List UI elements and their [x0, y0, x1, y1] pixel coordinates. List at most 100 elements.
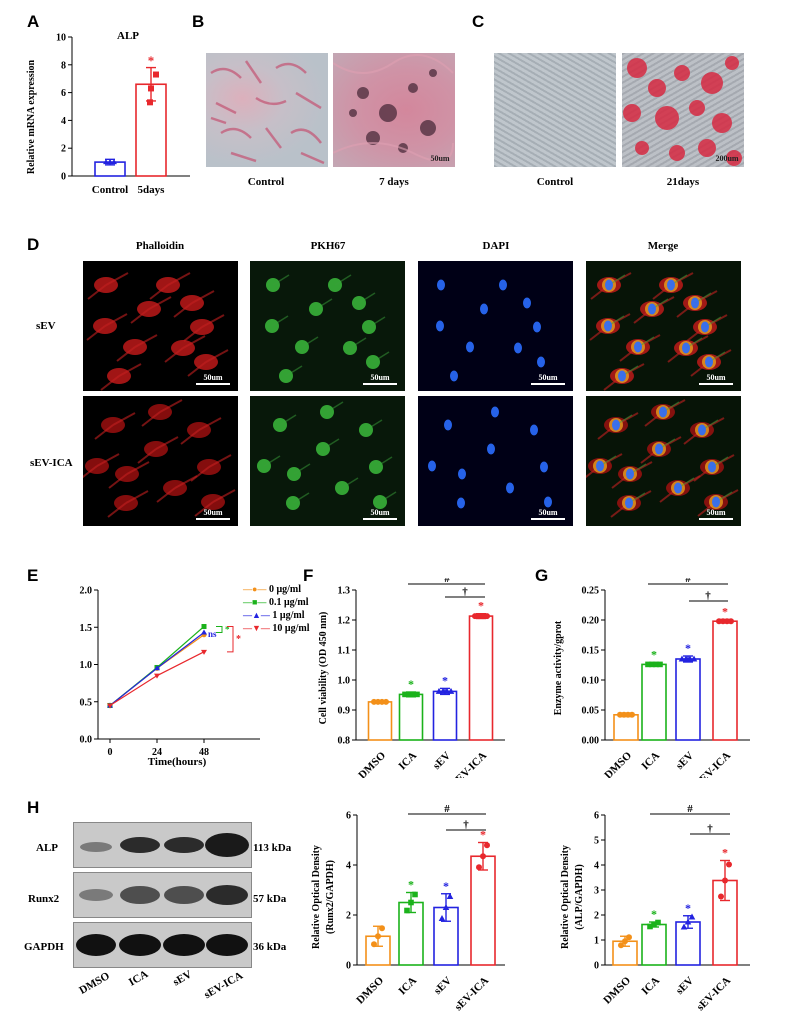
phalloidin-sev-image: 50um [83, 261, 238, 391]
y-tick-label: 0.25 [582, 586, 600, 597]
x-tick-label: ICA [396, 975, 419, 998]
data-point [649, 661, 655, 668]
x-tick-label: DMSO [601, 974, 633, 1006]
data-point [107, 159, 113, 165]
scale-bar: 50um [363, 508, 397, 520]
panel-e-xlabel: Time(hours) [148, 756, 207, 768]
sig-star: * [443, 879, 449, 893]
y-tick-label: 0.9 [338, 706, 351, 717]
x-tick-label: DMSO [356, 749, 388, 778]
merge-sev-image: 50um [586, 261, 741, 391]
panel-label-a: A [27, 12, 40, 31]
row-label-sev-ica: sEV-ICA [30, 457, 73, 469]
bar [432, 690, 458, 741]
panel-h-alp-chart: Relative Optical Density (ALP/GAPDH) 0 1 2… [560, 803, 750, 1012]
y-tick-label: 1.0 [338, 676, 351, 687]
y-tick-label: 0.00 [582, 736, 600, 747]
panel-label-h: H [27, 798, 40, 817]
data-point [154, 673, 160, 679]
col-header-pkh67: PKH67 [310, 240, 346, 252]
panel-b-caption-7days: 7 days [379, 176, 409, 188]
x-tick-label: ICA [639, 975, 662, 998]
y-tick-label: 0.05 [582, 706, 600, 717]
data-point [645, 661, 651, 668]
y-tick-label: 1.5 [80, 623, 93, 634]
sig-hash: # [444, 578, 450, 585]
y-tick-label: 4 [61, 116, 66, 127]
sig-hash: # [685, 578, 691, 585]
panel-e-chart: 0.0 0.5 1.0 1.5 2.0 0 24 48 Time(hours) * ns * [80, 586, 260, 768]
data-point [690, 655, 698, 662]
data-point [626, 934, 632, 941]
data-point [657, 661, 663, 668]
data-point [684, 918, 692, 925]
data-point [447, 687, 455, 694]
bar [641, 923, 667, 966]
data-point [148, 85, 154, 92]
scale-bar: 50um [699, 373, 733, 385]
data-point [371, 941, 377, 948]
alizarin-stain-control-image [494, 53, 616, 167]
col-header-dapi: DAPI [482, 240, 510, 252]
runx2-ylabel-2: (Runx2/GAPDH) [325, 860, 336, 934]
y-tick-label: 0.15 [582, 646, 600, 657]
sig-star: * [408, 677, 414, 691]
bar [398, 901, 424, 966]
sig-dagger: † [707, 823, 713, 835]
data-point [201, 629, 207, 635]
sig-star: * [651, 907, 657, 921]
scale-bar: 50um [196, 508, 230, 520]
data-point [147, 99, 153, 106]
sig-star: * [685, 641, 691, 655]
scale-bar: 50um [531, 373, 565, 385]
sig-star: * [478, 599, 484, 613]
x-tick-label: ICA [396, 750, 419, 773]
blot-label-gapdh: GAPDH [24, 941, 64, 953]
blot-label-runx2: Runx2 [28, 893, 60, 905]
y-tick-label: 6 [61, 88, 66, 99]
sig-hash: # [444, 803, 450, 815]
y-tick-label: 2.0 [80, 586, 93, 597]
x-tick-label: DMSO [354, 974, 386, 1006]
y-tick-label: 6 [594, 811, 599, 822]
data-point [404, 907, 410, 914]
data-point [410, 691, 416, 698]
x-tick-label: sEV-ICA [453, 975, 492, 1012]
data-point [688, 913, 696, 920]
data-point [412, 891, 418, 898]
data-point [446, 893, 454, 899]
data-point [375, 933, 381, 940]
panel-a-sig-star: * [148, 53, 155, 68]
panel-label-b: B [192, 12, 205, 31]
blot-lane-labels: DMSO ICA sEV sEV-ICA [77, 968, 245, 1001]
blot-alp [73, 822, 252, 868]
blot-label-alp: ALP [36, 842, 58, 854]
scale-bar: 50um [363, 373, 397, 385]
data-point [476, 864, 482, 871]
data-point [484, 613, 490, 620]
panel-a-xtick: Control [92, 184, 128, 196]
svg-text:DMSO: DMSO [77, 970, 112, 997]
runx2-ylabel-1: Relative Optical Density [311, 845, 322, 949]
data-point [201, 649, 207, 655]
sig-star: * [480, 828, 486, 842]
data-point [647, 923, 653, 930]
panel-a-title: ALP [117, 30, 139, 42]
y-tick-label: 8 [61, 60, 66, 71]
panel-a-ylabel: Relative mRNA expression [26, 59, 37, 174]
y-tick-label: 5 [594, 836, 599, 847]
data-point [651, 921, 657, 928]
x-tick-label: sEV [674, 975, 696, 997]
sig-dagger: † [705, 590, 711, 602]
sig-star: * [225, 624, 230, 634]
panel-c-caption-control: Control [536, 176, 574, 188]
data-point [680, 923, 688, 930]
kda-runx2: 57 kDa [253, 893, 287, 905]
pkh67-sev-ica-image: 50um [250, 396, 405, 526]
y-tick-label: 2 [594, 911, 599, 922]
data-point [153, 71, 159, 78]
sig-star: * [722, 604, 728, 618]
x-tick-label: 0 [108, 747, 113, 758]
panel-h-runx2-chart: Relative Optical Density (Runx2/GAPDH) 0… [311, 803, 505, 1012]
sig-dagger: † [463, 819, 469, 831]
